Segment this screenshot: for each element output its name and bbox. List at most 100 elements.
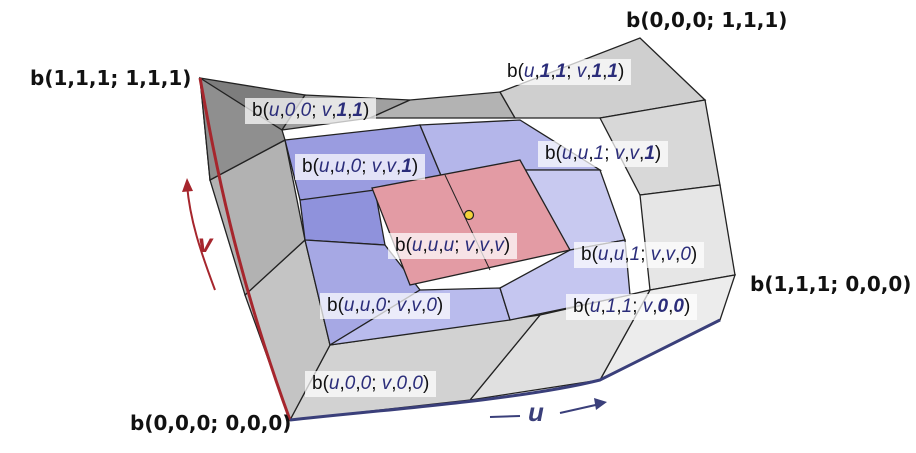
v-arrowhead — [182, 178, 193, 192]
label-segment: ; — [386, 295, 397, 316]
label-segment: u — [597, 244, 609, 265]
label-segment: v — [614, 143, 625, 164]
label-u00-v00: b(u,0,0; v,0,0) — [305, 371, 437, 397]
label-segment: u — [411, 235, 423, 256]
label-segment: , — [616, 296, 622, 317]
label-segment: ) — [411, 156, 419, 177]
v-edge-curve — [198, 77, 292, 421]
label-segment: ; — [632, 296, 643, 317]
label-segment: 0 — [412, 373, 423, 394]
label-segment: 1 — [401, 156, 412, 177]
label-segment: 0 — [300, 100, 312, 121]
label-segment: 0 — [680, 244, 691, 265]
label-segment: , — [421, 295, 427, 316]
label-u11-v11: b(u,1,1; v,1,1) — [500, 59, 632, 85]
label-segment: ) — [503, 235, 511, 256]
label-segment: 1 — [336, 100, 348, 121]
label-segment: , — [550, 61, 556, 82]
label-segment: , — [489, 235, 495, 256]
label-segment: ; — [454, 235, 465, 256]
label-segment: v — [479, 235, 490, 256]
label-segment: , — [586, 61, 592, 82]
label-u00-v11: b(u,0,0; v,1,1) — [245, 98, 377, 124]
label-segment: ; — [640, 244, 651, 265]
v-arrow — [186, 184, 216, 291]
label-segment: , — [381, 156, 387, 177]
label-segment: u — [359, 295, 371, 316]
label-segment: , — [624, 244, 630, 265]
label-segment: b( — [327, 295, 344, 316]
label-segment: 0 — [284, 100, 296, 121]
label-segment: v — [576, 61, 587, 82]
label-segment: ) — [617, 61, 625, 82]
label-segment: , — [407, 373, 413, 394]
label-segment: , — [279, 100, 285, 121]
label-u11-v00: b(u,1,1; v,0,0) — [566, 294, 698, 320]
label-segment: b( — [581, 244, 598, 265]
label-segment: , — [329, 156, 335, 177]
label-segment: ; — [311, 100, 322, 121]
label-segment: v — [494, 235, 504, 256]
label-segment: ; — [361, 156, 372, 177]
label-segment: v — [386, 156, 397, 177]
label-segment: 1 — [644, 143, 655, 164]
label-segment: , — [652, 296, 658, 317]
label-segment: u — [343, 295, 355, 316]
label-segment: , — [675, 244, 681, 265]
label-uu1-vv1: b(u,u,1; v,v,1) — [538, 141, 669, 167]
label-uu0-vv1: b(u,u,0; v,v,1) — [295, 154, 426, 180]
label-segment: , — [339, 373, 345, 394]
label-uuu-vvv: b(u,u,u; v,v,v) — [388, 233, 518, 259]
label-segment: , — [474, 235, 480, 256]
corner-label-right: b(1,1,1; 0,0,0) — [750, 272, 912, 296]
label-segment: v — [464, 235, 475, 256]
blue-patch-left — [299, 189, 386, 246]
label-segment: 1 — [629, 244, 641, 265]
label-segment: 1 — [555, 61, 567, 82]
label-segment: , — [600, 296, 606, 317]
label-segment: 1 — [352, 100, 363, 121]
u-arrow — [489, 415, 521, 418]
label-segment: u — [443, 235, 455, 256]
label-segment: , — [345, 156, 351, 177]
label-segment: u — [589, 296, 601, 317]
label-segment: , — [391, 373, 397, 394]
label-segment: , — [602, 61, 608, 82]
label-segment: u — [268, 100, 280, 121]
label-uu0-vv0: b(u,u,0; v,v,0) — [320, 293, 451, 319]
label-segment: u — [427, 235, 439, 256]
label-segment: , — [396, 156, 402, 177]
label-segment: 0 — [344, 373, 356, 394]
label-segment: , — [295, 100, 301, 121]
label-segment: , — [639, 143, 645, 164]
evaluation-point — [463, 209, 475, 221]
v-axis-label: v — [198, 228, 213, 258]
label-segment: 1 — [591, 61, 603, 82]
label-segment: b( — [312, 373, 329, 394]
label-segment: ) — [436, 295, 444, 316]
label-segment: u — [523, 61, 535, 82]
label-segment: , — [534, 61, 540, 82]
label-segment: 1 — [621, 296, 633, 317]
label-segment: ) — [690, 244, 698, 265]
corner-label-bottom-left: b(0,0,0; 0,0,0) — [130, 411, 292, 435]
label-segment: 0 — [375, 295, 387, 316]
label-segment: v — [396, 295, 407, 316]
u-arrowhead — [594, 398, 607, 410]
label-segment: v — [381, 373, 392, 394]
label-segment: , — [347, 100, 353, 121]
label-segment: , — [608, 244, 614, 265]
label-segment: u — [613, 244, 625, 265]
label-segment: v — [321, 100, 332, 121]
label-segment: , — [572, 143, 578, 164]
label-segment: , — [624, 143, 630, 164]
label-segment: , — [422, 235, 428, 256]
label-segment: b( — [507, 61, 524, 82]
label-segment: v — [642, 296, 653, 317]
label-segment: , — [438, 235, 444, 256]
label-segment: , — [668, 296, 674, 317]
label-segment: , — [660, 244, 666, 265]
label-segment: , — [354, 295, 360, 316]
label-segment: u — [577, 143, 589, 164]
label-segment: , — [406, 295, 412, 316]
